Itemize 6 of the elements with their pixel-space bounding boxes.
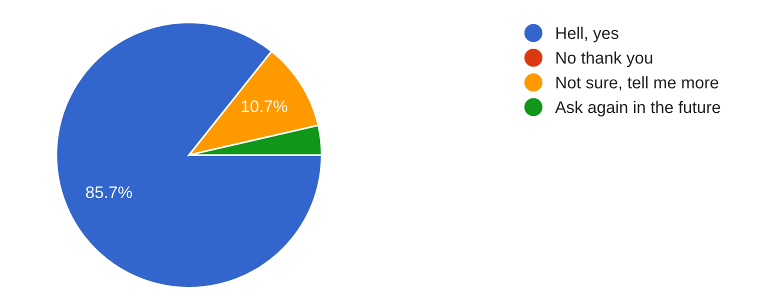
legend-label: Not sure, tell me more [556,76,718,90]
data-label: 85.7% [86,186,132,198]
legend-label: No thank you [556,52,652,68]
legend-label: Ask again in the future [555,100,720,116]
data-label: 10.7% [242,100,288,112]
legend-label: Hell, yes [556,26,618,42]
